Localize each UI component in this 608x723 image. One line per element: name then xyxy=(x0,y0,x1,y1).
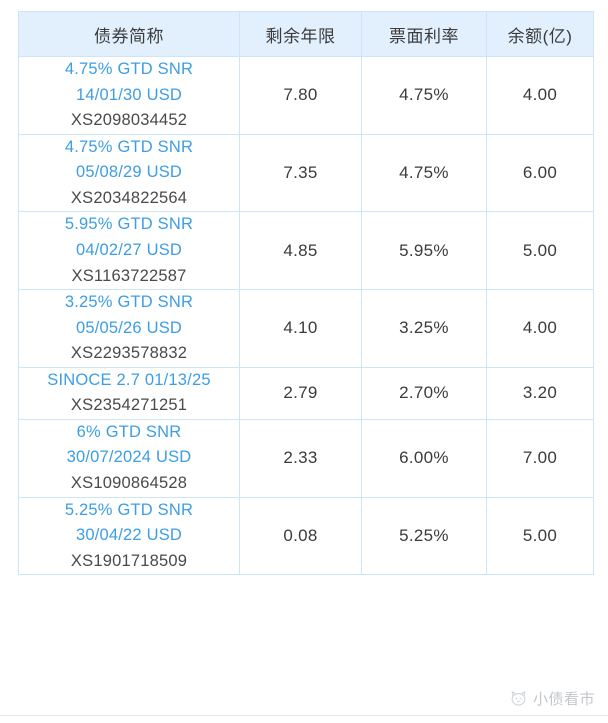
bond-name-link[interactable]: 5.95% GTD SNR 04/02/27 USD xyxy=(19,212,239,263)
table-row: 4.75% GTD SNR 05/08/29 USD XS2034822564 7.3… xyxy=(18,133,594,213)
column-header-bond-name: 债券简称 xyxy=(18,11,240,57)
outstanding-amount-cell: 5.00 xyxy=(486,496,594,576)
bond-name-cell: SINOCE 2.7 01/13/25 XS2354271251 xyxy=(18,366,240,420)
table-header: 债券简称 剩余年限 票面利率 余额(亿) xyxy=(18,11,594,57)
bond-name-line: 5.25% GTD SNR xyxy=(64,500,194,519)
bond-isin: XS1090864528 xyxy=(70,474,188,492)
coupon-rate-cell: 4.75% xyxy=(361,56,487,135)
table-row: SINOCE 2.7 01/13/25 XS2354271251 2.79 2.70%… xyxy=(18,366,594,420)
table-header-row: 债券简称 剩余年限 票面利率 余额(亿) xyxy=(18,11,594,57)
column-header-outstanding-amount: 余额(亿) xyxy=(486,11,594,57)
bond-name-link[interactable]: 6% GTD SNR 30/07/2024 USD xyxy=(19,420,239,471)
bond-name-cell: 5.25% GTD SNR 30/04/22 USD XS1901718509 xyxy=(18,496,240,576)
outstanding-amount-cell: 3.20 xyxy=(486,366,594,420)
remaining-years-cell: 7.80 xyxy=(239,56,362,135)
table-row: 4.75% GTD SNR 14/01/30 USD XS2098034452 7.8… xyxy=(18,56,594,135)
bond-name-line: 3.25% GTD SNR xyxy=(64,293,194,312)
bond-name-link[interactable]: 5.25% GTD SNR 30/04/22 USD xyxy=(19,498,239,549)
outstanding-amount-cell: 4.00 xyxy=(486,56,594,135)
remaining-years-cell: 4.85 xyxy=(239,211,362,291)
bond-isin: XS1163722587 xyxy=(71,266,187,285)
bond-name-line: 30/04/22 USD xyxy=(75,526,183,545)
bond-name-line: 4.75% GTD SNR xyxy=(64,60,194,78)
table-row: 5.95% GTD SNR 04/02/27 USD XS1163722587 4.8… xyxy=(18,211,594,291)
bond-isin: XS2034822564 xyxy=(70,188,188,207)
remaining-years-cell: 2.79 xyxy=(239,366,362,420)
cat-face-logo-icon xyxy=(509,689,528,708)
coupon-rate-cell: 5.95% xyxy=(361,211,487,291)
bond-name-line: 30/07/2024 USD xyxy=(66,448,192,467)
bond-name-cell: 3.25% GTD SNR 05/05/26 USD XS2293578832 xyxy=(18,289,240,368)
bond-name-cell: 6% GTD SNR 30/07/2024 USD XS1090864528 xyxy=(18,418,240,498)
bottom-divider xyxy=(0,715,608,716)
coupon-rate-cell: 6.00% xyxy=(361,418,487,498)
bond-isin: XS2293578832 xyxy=(70,344,188,363)
table-row: 6% GTD SNR 30/07/2024 USD XS1090864528 2.33… xyxy=(18,418,594,498)
bond-name-line: 4.75% GTD SNR xyxy=(64,137,194,156)
remaining-years-cell: 2.33 xyxy=(239,418,362,498)
remaining-years-cell: 7.35 xyxy=(239,133,362,213)
table-row: 3.25% GTD SNR 05/05/26 USD XS2293578832 4.1… xyxy=(18,289,594,368)
bond-name-link[interactable]: SINOCE 2.7 01/13/25 xyxy=(19,368,239,394)
outstanding-amount-cell: 7.00 xyxy=(486,418,594,498)
column-header-remaining-years: 剩余年限 xyxy=(239,11,362,57)
coupon-rate-cell: 3.25% xyxy=(361,289,487,368)
bond-isin: XS2354271251 xyxy=(70,396,188,415)
bond-name-line: 05/05/26 USD xyxy=(75,318,183,337)
watermark: 小债看市 xyxy=(509,688,595,709)
bond-name-link[interactable]: 3.25% GTD SNR 05/05/26 USD xyxy=(19,290,239,341)
bond-table: 债券简称 剩余年限 票面利率 余额(亿) 4.75% GTD SNR 14/01/… xyxy=(18,11,594,576)
bond-name-cell: 4.75% GTD SNR 14/01/30 USD XS2098034452 xyxy=(18,56,240,135)
outstanding-amount-cell: 4.00 xyxy=(486,289,594,368)
watermark-text: 小债看市 xyxy=(532,691,595,708)
bond-name-cell: 5.95% GTD SNR 04/02/27 USD XS1163722587 xyxy=(18,211,240,291)
table-body: 4.75% GTD SNR 14/01/30 USD XS2098034452 7.8… xyxy=(18,56,594,576)
bond-name-line: 05/08/29 USD xyxy=(75,163,183,182)
bond-name-line: 5.95% GTD SNR xyxy=(64,215,194,234)
bond-name-line: 04/02/27 USD xyxy=(75,240,183,259)
bond-name-link[interactable]: 4.75% GTD SNR 14/01/30 USD xyxy=(19,57,239,108)
bond-name-link[interactable]: 4.75% GTD SNR 05/08/29 USD xyxy=(19,135,239,186)
column-header-coupon-rate: 票面利率 xyxy=(361,11,487,57)
outstanding-amount-cell: 5.00 xyxy=(486,211,594,291)
bond-name-cell: 4.75% GTD SNR 05/08/29 USD XS2034822564 xyxy=(18,133,240,213)
outstanding-amount-cell: 6.00 xyxy=(486,133,594,213)
bond-isin: XS1901718509 xyxy=(70,551,188,570)
bond-name-line: SINOCE 2.7 01/13/25 xyxy=(47,370,211,389)
coupon-rate-cell: 5.25% xyxy=(361,496,487,576)
bond-name-line: 6% GTD SNR xyxy=(76,422,182,441)
coupon-rate-cell: 2.70% xyxy=(361,366,487,420)
remaining-years-cell: 4.10 xyxy=(239,289,362,368)
coupon-rate-cell: 4.75% xyxy=(361,133,487,213)
table-row: 5.25% GTD SNR 30/04/22 USD XS1901718509 0.0… xyxy=(18,496,594,576)
bond-table-container: 债券简称 剩余年限 票面利率 余额(亿) 4.75% GTD SNR 14/01/… xyxy=(18,11,594,576)
remaining-years-cell: 0.08 xyxy=(239,496,362,576)
bond-isin: XS2098034452 xyxy=(70,111,188,130)
bond-name-line: 14/01/30 USD xyxy=(75,85,183,104)
